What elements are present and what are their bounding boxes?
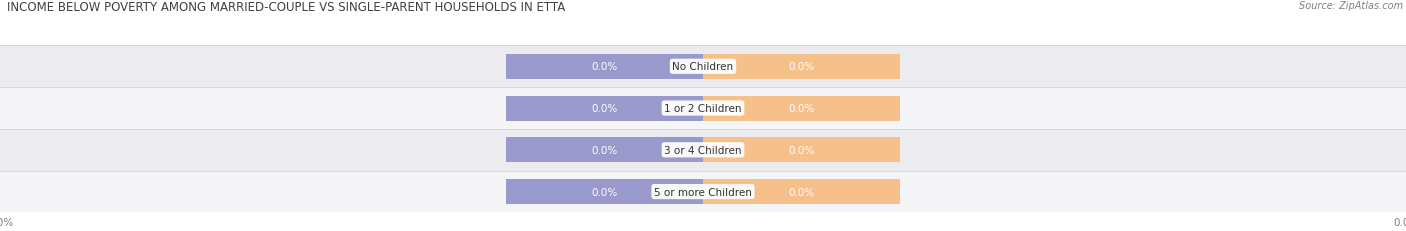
Text: 0.0%: 0.0% bbox=[592, 103, 617, 114]
Bar bbox=[506, 96, 703, 121]
Text: 3 or 4 Children: 3 or 4 Children bbox=[664, 145, 742, 155]
Bar bbox=[703, 138, 900, 163]
Bar bbox=[703, 96, 900, 121]
Bar bbox=[506, 138, 703, 163]
Bar bbox=[0, 46, 1406, 88]
Bar bbox=[0, 129, 1406, 171]
Text: 0.0%: 0.0% bbox=[592, 145, 617, 155]
Bar bbox=[506, 179, 703, 204]
Text: 0.0%: 0.0% bbox=[789, 62, 814, 72]
Text: 5 or more Children: 5 or more Children bbox=[654, 187, 752, 197]
Text: Source: ZipAtlas.com: Source: ZipAtlas.com bbox=[1299, 1, 1403, 11]
Bar bbox=[506, 55, 703, 79]
Bar bbox=[0, 88, 1406, 129]
Text: No Children: No Children bbox=[672, 62, 734, 72]
Bar bbox=[0, 171, 1406, 213]
Text: 0.0%: 0.0% bbox=[789, 187, 814, 197]
Bar bbox=[703, 55, 900, 79]
Text: 0.0%: 0.0% bbox=[789, 145, 814, 155]
Bar bbox=[703, 179, 900, 204]
Text: INCOME BELOW POVERTY AMONG MARRIED-COUPLE VS SINGLE-PARENT HOUSEHOLDS IN ETTA: INCOME BELOW POVERTY AMONG MARRIED-COUPL… bbox=[7, 1, 565, 14]
Text: 0.0%: 0.0% bbox=[592, 187, 617, 197]
Text: 0.0%: 0.0% bbox=[592, 62, 617, 72]
Text: 0.0%: 0.0% bbox=[789, 103, 814, 114]
Text: 1 or 2 Children: 1 or 2 Children bbox=[664, 103, 742, 114]
